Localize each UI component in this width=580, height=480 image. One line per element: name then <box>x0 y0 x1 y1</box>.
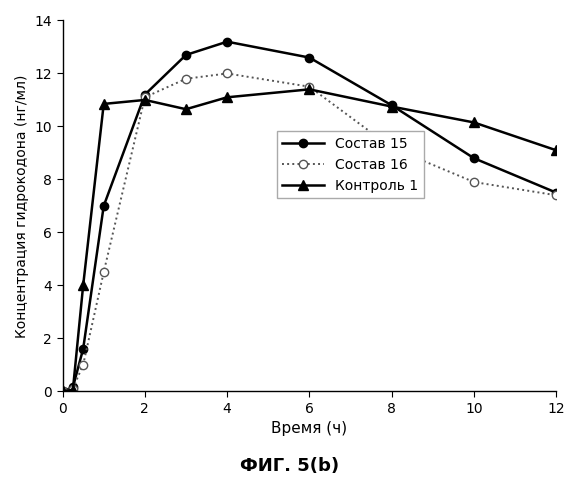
Контроль 1 <box>59 388 66 394</box>
Line: Состав 15: Состав 15 <box>59 37 560 396</box>
Контроль 1 <box>553 147 560 153</box>
Состав 15 <box>70 384 77 390</box>
Контроль 1 <box>306 86 313 92</box>
Состав 15 <box>59 388 66 394</box>
Контроль 1 <box>142 97 148 103</box>
Контроль 1 <box>79 282 86 288</box>
Контроль 1 <box>388 104 395 109</box>
Состав 16 <box>142 95 148 100</box>
Контроль 1 <box>70 387 77 393</box>
Состав 16 <box>388 145 395 151</box>
Состав 15 <box>224 39 231 45</box>
Состав 16 <box>70 386 77 392</box>
Состав 15 <box>183 52 190 58</box>
Контроль 1 <box>470 120 477 125</box>
Состав 15 <box>100 203 107 209</box>
Контроль 1 <box>224 95 231 100</box>
Line: Состав 16: Состав 16 <box>59 69 560 396</box>
Контроль 1 <box>183 107 190 112</box>
Контроль 1 <box>100 101 107 107</box>
Состав 15 <box>470 156 477 161</box>
Состав 15 <box>79 346 86 352</box>
Line: Контроль 1: Контроль 1 <box>58 84 561 396</box>
Text: ФИГ. 5(b): ФИГ. 5(b) <box>241 457 339 475</box>
Состав 16 <box>224 71 231 76</box>
Состав 15 <box>306 55 313 60</box>
Состав 15 <box>553 190 560 195</box>
Состав 15 <box>142 92 148 97</box>
Состав 16 <box>306 84 313 90</box>
Состав 16 <box>183 76 190 82</box>
Состав 16 <box>553 192 560 198</box>
Y-axis label: Концентрация гидрокодона (нг/мл): Концентрация гидрокодона (нг/мл) <box>15 74 29 337</box>
X-axis label: Время (ч): Время (ч) <box>271 421 347 436</box>
Состав 15 <box>388 102 395 108</box>
Состав 16 <box>79 362 86 368</box>
Состав 16 <box>100 269 107 275</box>
Состав 16 <box>470 179 477 185</box>
Состав 16 <box>59 388 66 394</box>
Legend: Состав 15, Состав 16, Контроль 1: Состав 15, Состав 16, Контроль 1 <box>277 131 424 198</box>
